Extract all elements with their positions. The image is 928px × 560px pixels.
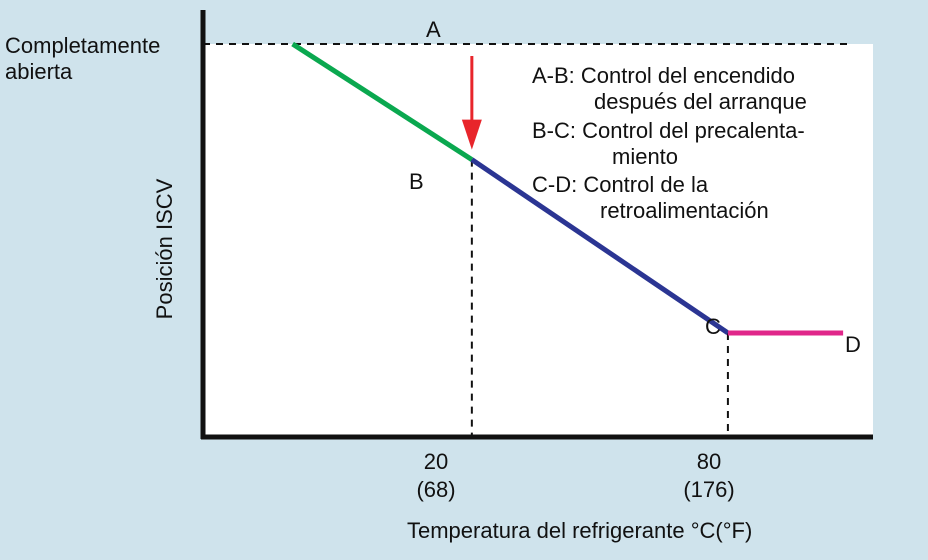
x-tick-80: 80 — [696, 449, 722, 474]
point-label-a: A — [426, 17, 441, 42]
legend-cd-line1: C-D: Control de la — [532, 172, 709, 197]
segment-a-b — [291, 41, 474, 162]
legend-ab-line2: después del arranque — [594, 89, 807, 114]
segment-b-c — [470, 157, 730, 336]
plot-area — [203, 44, 873, 437]
legend-bc-line1: B-C: Control del precalenta- — [532, 118, 805, 143]
x-axis-label: Temperatura del refrigerante °C(°F) — [407, 518, 753, 543]
x-tick-20: 20 — [423, 449, 449, 474]
point-label-d: D — [845, 332, 861, 357]
legend-ab-line1: A-B: Control del encendido — [532, 63, 795, 88]
arrow-head-a-b — [461, 119, 482, 150]
x-tick-80-f: (176) — [683, 477, 735, 502]
y-top-label-line1: Completamente — [5, 33, 161, 58]
y-top-label-line2: abierta — [5, 59, 73, 84]
legend-cd-line2: retroalimentación — [600, 198, 769, 223]
point-label-b: B — [409, 169, 424, 194]
x-tick-20-f: (68) — [416, 477, 456, 502]
point-label-c: C — [705, 314, 721, 339]
y-axis-label: Posición ISCV — [152, 178, 177, 320]
legend-bc-line2: miento — [612, 144, 679, 169]
